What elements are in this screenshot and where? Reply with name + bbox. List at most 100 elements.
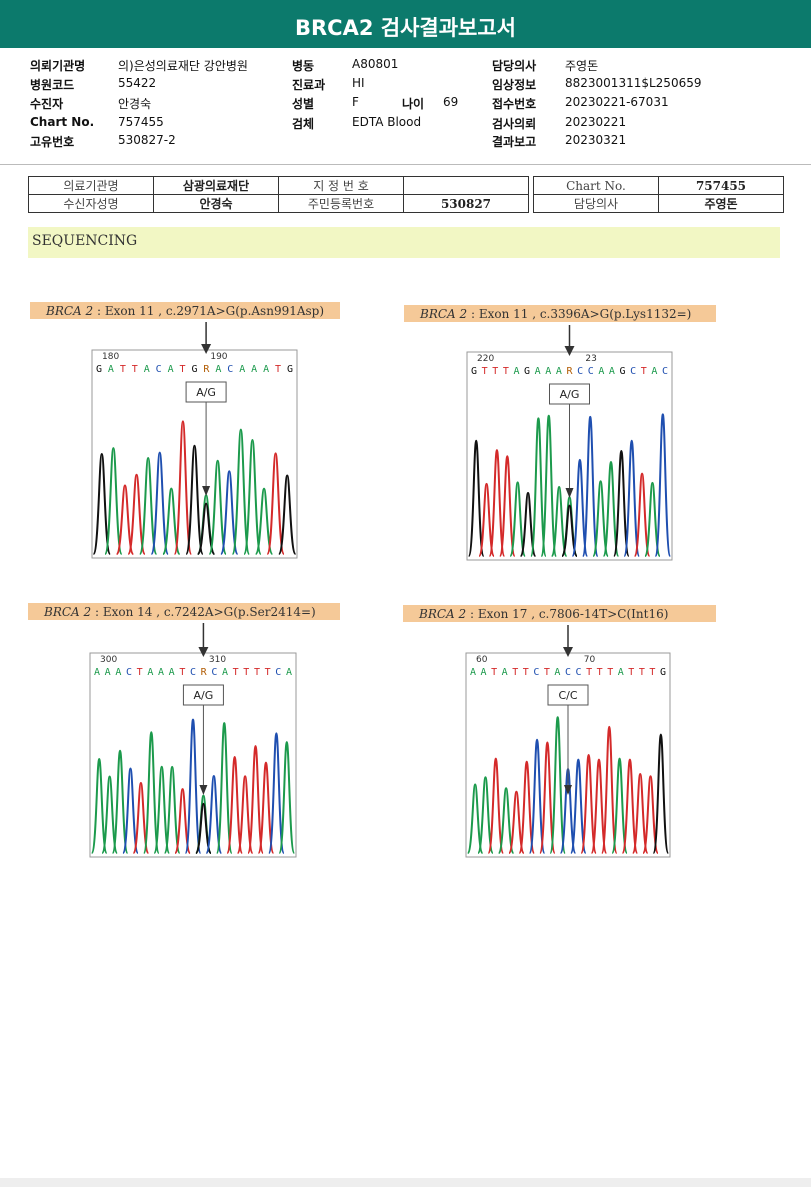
trace-peak	[623, 439, 641, 557]
info-label: 의뢰기관명	[30, 59, 86, 73]
base: T	[180, 364, 186, 375]
trace-peak	[150, 451, 170, 555]
panel-title-bar	[403, 605, 716, 622]
base: A	[609, 366, 615, 377]
trace-peak	[90, 758, 108, 854]
position-number: 23	[585, 354, 596, 364]
base: A	[535, 366, 541, 377]
info-value: 주영돈	[565, 59, 599, 73]
trace-peak	[569, 758, 587, 854]
info-label: 검체	[292, 117, 315, 131]
base: G	[524, 366, 530, 377]
info-value: 20230221	[565, 115, 627, 129]
base: A	[239, 364, 245, 375]
variant-label: : Exon 17 , c.7806-14T>C(Int16)	[466, 607, 668, 621]
trace-peak	[101, 775, 119, 854]
base: A	[144, 364, 150, 375]
base: C	[533, 667, 539, 678]
trace-peak	[185, 444, 204, 555]
base: T	[607, 667, 613, 678]
trace-peak	[163, 765, 181, 854]
info-label: 수진자	[30, 97, 64, 111]
base: T	[649, 667, 655, 678]
trace-peak	[549, 716, 567, 854]
base: A	[108, 364, 114, 375]
call-box	[547, 684, 589, 706]
trace-peak	[508, 790, 525, 854]
trace-peak	[138, 456, 158, 555]
trace-peak	[184, 718, 202, 854]
trace-peak	[142, 731, 160, 854]
cell: 수신자성명	[28, 194, 154, 213]
call-label: C/C	[558, 689, 577, 702]
base: A	[263, 364, 269, 375]
trace-peak	[161, 487, 181, 555]
call-label: A/G	[196, 386, 216, 399]
base: A	[215, 364, 221, 375]
base: C	[227, 364, 233, 375]
trace-peak	[92, 453, 112, 555]
base: C	[211, 667, 217, 678]
base: A	[554, 667, 560, 678]
trace-peak	[571, 458, 589, 557]
base: G	[620, 366, 626, 377]
trace-peak	[196, 502, 216, 555]
trace-peak	[602, 460, 620, 557]
position-number: 180	[102, 352, 119, 362]
base: A	[556, 366, 562, 377]
base: A	[481, 667, 487, 678]
trace-peak	[267, 732, 285, 854]
trace-peak	[518, 760, 536, 854]
base: A	[94, 667, 100, 678]
trace-peak	[226, 756, 244, 854]
trace-peak	[194, 802, 212, 854]
trace-peak	[153, 765, 171, 854]
base: A	[513, 366, 519, 377]
trace-peak	[173, 420, 193, 555]
trace-peak	[509, 481, 527, 557]
trace-peak	[642, 775, 659, 854]
arrow-head	[201, 344, 212, 354]
trace-peak	[631, 772, 649, 854]
base: A	[168, 364, 174, 375]
report-title: BRCA2 검사결과보고서	[0, 0, 811, 48]
base: A	[545, 366, 551, 377]
trace-peak	[633, 472, 651, 557]
trace-peak	[654, 413, 672, 557]
section-title: SEQUENCING	[28, 227, 780, 258]
base: T	[597, 667, 603, 678]
trace-peak	[621, 758, 639, 854]
base: A	[286, 667, 292, 678]
base: T	[503, 366, 509, 377]
base: A	[502, 667, 508, 678]
trace-peak	[466, 783, 484, 854]
base: T	[544, 667, 550, 678]
trace-peak	[581, 415, 599, 557]
base: A	[598, 366, 604, 377]
info-label: 담당의사	[492, 59, 537, 73]
base: G	[471, 366, 477, 377]
divider	[0, 164, 811, 165]
position-number: 60	[476, 655, 488, 665]
base: C	[588, 366, 594, 377]
call-box	[185, 381, 227, 403]
arrow-head	[564, 346, 575, 356]
trace-peak	[561, 504, 578, 557]
base: A	[158, 667, 164, 678]
cell: 지 정 번 호	[278, 176, 404, 195]
info-value: 안경숙	[118, 97, 152, 111]
info-value: 69	[443, 95, 459, 109]
trace-peak	[266, 452, 285, 555]
info-value: F	[352, 95, 359, 109]
variant-label: : Exon 11 , c.2971A>G(p.Asn991Asp)	[93, 304, 324, 318]
position-number: 220	[477, 354, 494, 364]
cell: 주영돈	[658, 194, 784, 213]
base: R	[203, 364, 210, 375]
base: T	[120, 364, 126, 375]
base: C	[576, 667, 582, 678]
gene-name: BRCA 2	[419, 307, 467, 321]
trace-peak	[611, 757, 628, 854]
info-value: 757455	[118, 115, 164, 129]
base: T	[586, 667, 592, 678]
